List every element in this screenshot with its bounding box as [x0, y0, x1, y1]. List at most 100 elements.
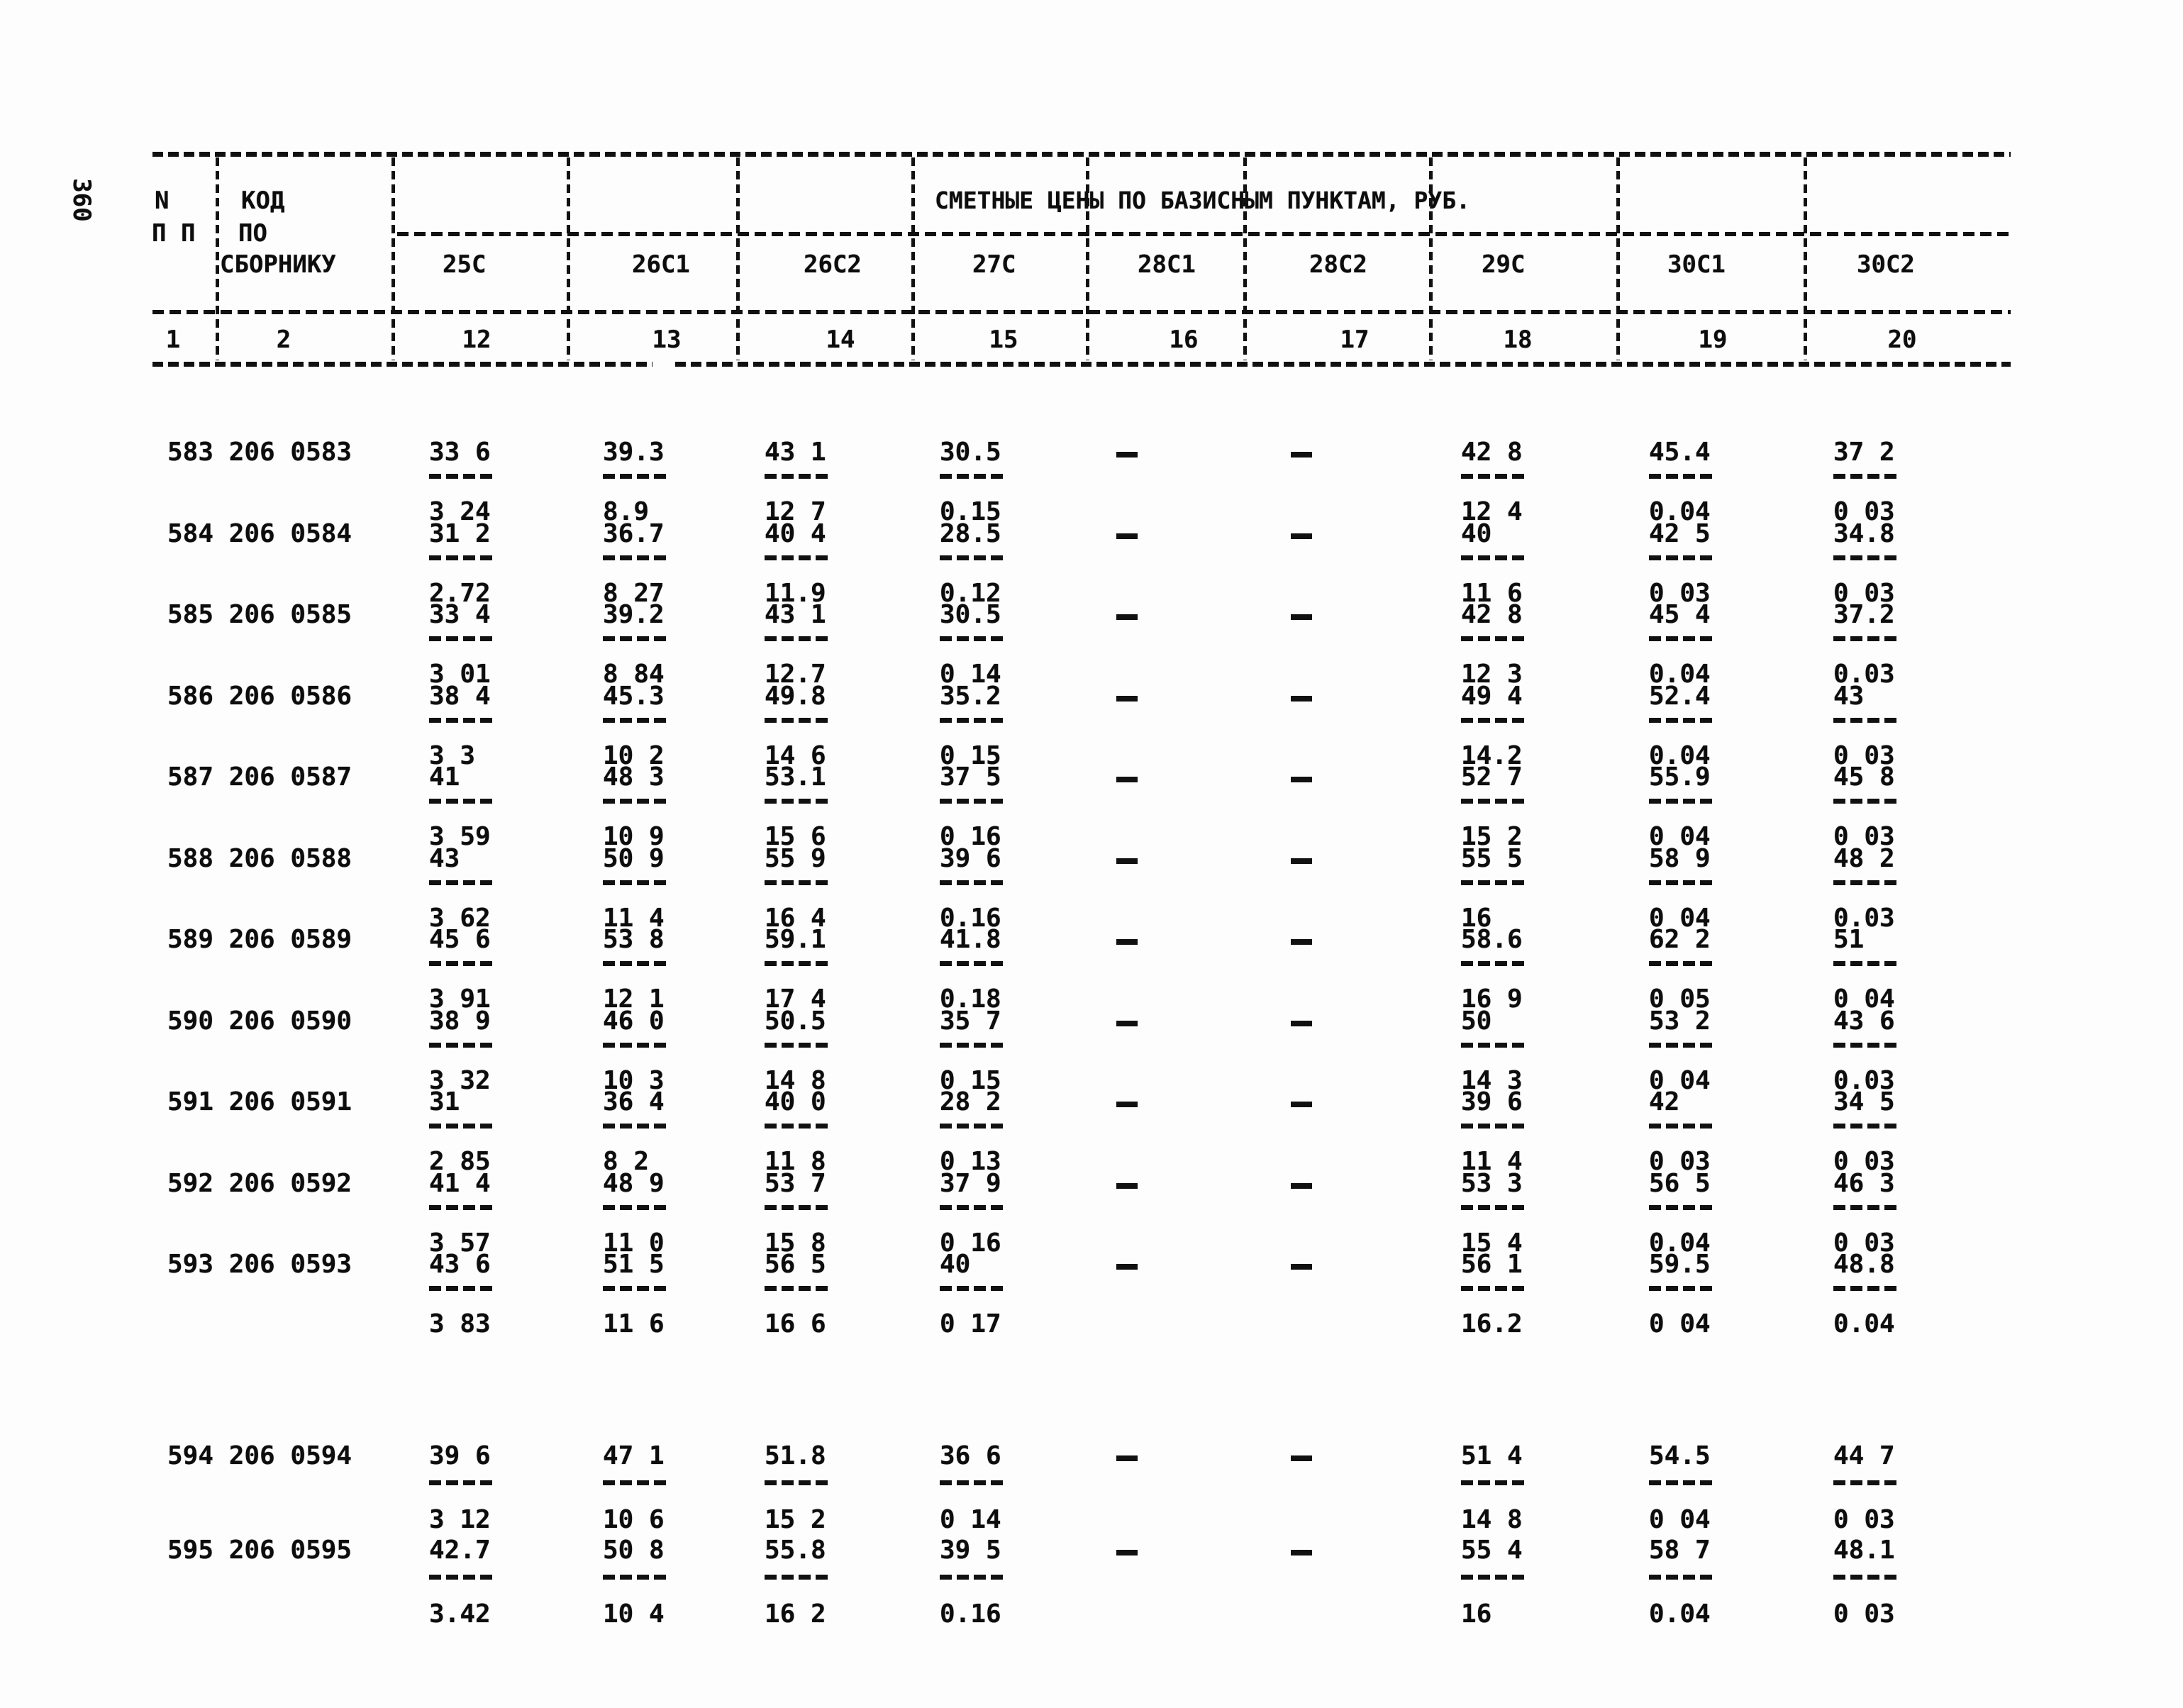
cell-numerator: 56 5 — [765, 1250, 826, 1279]
cell-denominator: 8 27 — [603, 579, 665, 608]
cell-denominator: 15 6 — [765, 822, 826, 851]
cell-denominator: 0 03 — [1649, 579, 1711, 608]
cell-denominator: 0 03 — [1833, 1147, 1895, 1176]
fraction-divider — [429, 555, 497, 560]
fraction-divider — [940, 555, 1008, 560]
cell-denominator: 15 2 — [1461, 822, 1523, 851]
cell-numerator: 51 — [1833, 925, 1865, 954]
fraction-divider — [429, 880, 497, 885]
cell-denominator: 3 01 — [429, 660, 491, 689]
cell-denominator: 0 15 — [940, 1066, 1001, 1095]
cell-denominator: 0 04 — [1649, 1505, 1711, 1534]
cell-numerator: 39.3 — [603, 438, 665, 467]
column-number: 16 — [1169, 326, 1199, 354]
cell-numerator: 41 4 — [429, 1169, 491, 1198]
title-underline — [397, 232, 2011, 236]
cell-denominator: 15 2 — [765, 1505, 826, 1534]
fraction-divider — [1461, 1286, 1529, 1291]
cell-denominator: 0.03 — [1833, 660, 1895, 689]
cell-numerator: 48 3 — [603, 762, 665, 792]
cell-numerator: 31 — [429, 1087, 460, 1116]
cell-numerator: 42.7 — [429, 1536, 491, 1565]
cell-numerator: 28 2 — [940, 1087, 1001, 1116]
cell-denominator: 0 03 — [1833, 1505, 1895, 1534]
cell-numerator: 55 5 — [1461, 844, 1523, 873]
column-separator — [1616, 157, 1620, 360]
cell-denominator: 10 3 — [603, 1066, 665, 1095]
cell-numerator: 43 6 — [429, 1250, 491, 1279]
cell-numerator: 43 1 — [765, 600, 826, 629]
fraction-divider — [765, 1286, 833, 1291]
cell-denominator: 0 03 — [1833, 822, 1895, 851]
cell-numerator: 40 — [1461, 519, 1492, 548]
cell-numerator: 50 8 — [603, 1536, 665, 1565]
empty-value-dash — [1116, 533, 1138, 539]
header-mid-rule — [152, 310, 2011, 314]
cell-denominator: 16 9 — [1461, 985, 1523, 1014]
cell-numerator: 43 — [429, 844, 460, 873]
row-code: 589 206 0589 — [167, 925, 352, 954]
cell-denominator: 0.18 — [940, 985, 1001, 1014]
cell-numerator: 52 7 — [1461, 762, 1523, 792]
cell-numerator: 45.3 — [603, 682, 665, 711]
fraction-divider — [1649, 555, 1717, 560]
fraction-divider — [1461, 961, 1529, 966]
fraction-divider — [765, 961, 833, 966]
cell-denominator: 11 6 — [1461, 579, 1523, 608]
fraction-divider — [603, 1124, 671, 1128]
cell-denominator: 0 03 — [1649, 1147, 1711, 1176]
fraction-divider — [429, 799, 497, 804]
cell-denominator: 0 14 — [940, 1505, 1001, 1534]
fraction-divider — [1461, 636, 1529, 641]
cell-denominator: 3 91 — [429, 985, 491, 1014]
row-code: 586 206 0586 — [167, 682, 352, 711]
fraction-divider — [1649, 1480, 1717, 1485]
cell-numerator: 38 4 — [429, 682, 491, 711]
cell-denominator: 0 04 — [1649, 1309, 1711, 1338]
cell-numerator: 41 — [429, 762, 460, 792]
fraction-divider — [765, 1575, 833, 1580]
empty-value-dash — [1291, 939, 1312, 945]
empty-value-dash — [1116, 777, 1138, 782]
fraction-divider — [603, 1286, 671, 1291]
cell-denominator: 3 12 — [429, 1505, 491, 1534]
cell-denominator: 12 1 — [603, 985, 665, 1014]
fraction-divider — [429, 1575, 497, 1580]
fraction-divider — [603, 880, 671, 885]
cell-numerator: 31 2 — [429, 519, 491, 548]
empty-value-dash — [1116, 1183, 1138, 1189]
header-bottom-rule-right — [675, 362, 2011, 367]
fraction-divider — [765, 1124, 833, 1128]
row-code: 583 206 0583 — [167, 438, 352, 467]
fraction-divider — [1833, 636, 1901, 641]
cell-denominator: 0 16 — [940, 822, 1001, 851]
column-separator — [567, 157, 570, 360]
cell-denominator: 3 32 — [429, 1066, 491, 1095]
empty-value-dash — [1291, 858, 1312, 864]
cell-numerator: 34.8 — [1833, 519, 1895, 548]
empty-value-dash — [1291, 614, 1312, 620]
row-code: 584 206 0584 — [167, 519, 352, 548]
fraction-divider — [1649, 961, 1717, 966]
cell-denominator: 11.9 — [765, 579, 826, 608]
fraction-divider — [940, 636, 1008, 641]
fraction-divider — [940, 1124, 1008, 1128]
fraction-divider — [429, 1043, 497, 1048]
cell-numerator: 55.8 — [765, 1536, 826, 1565]
fraction-divider — [1461, 1043, 1529, 1048]
cell-numerator: 39 6 — [940, 844, 1001, 873]
cell-denominator: 3 62 — [429, 904, 491, 933]
cell-numerator: 40 0 — [765, 1087, 826, 1116]
cell-numerator: 56 1 — [1461, 1250, 1523, 1279]
cell-numerator: 35.2 — [940, 682, 1001, 711]
price-column-label: 27С — [972, 250, 1016, 279]
cell-denominator: 0 05 — [1649, 985, 1711, 1014]
cell-denominator: 3 57 — [429, 1229, 491, 1258]
cell-numerator: 49 4 — [1461, 682, 1523, 711]
header-pp-label: П П — [152, 219, 196, 248]
cell-denominator: 16 — [1461, 1599, 1492, 1629]
column-separator — [391, 157, 395, 360]
cell-numerator: 42 5 — [1649, 519, 1711, 548]
fraction-divider — [1833, 1575, 1901, 1580]
